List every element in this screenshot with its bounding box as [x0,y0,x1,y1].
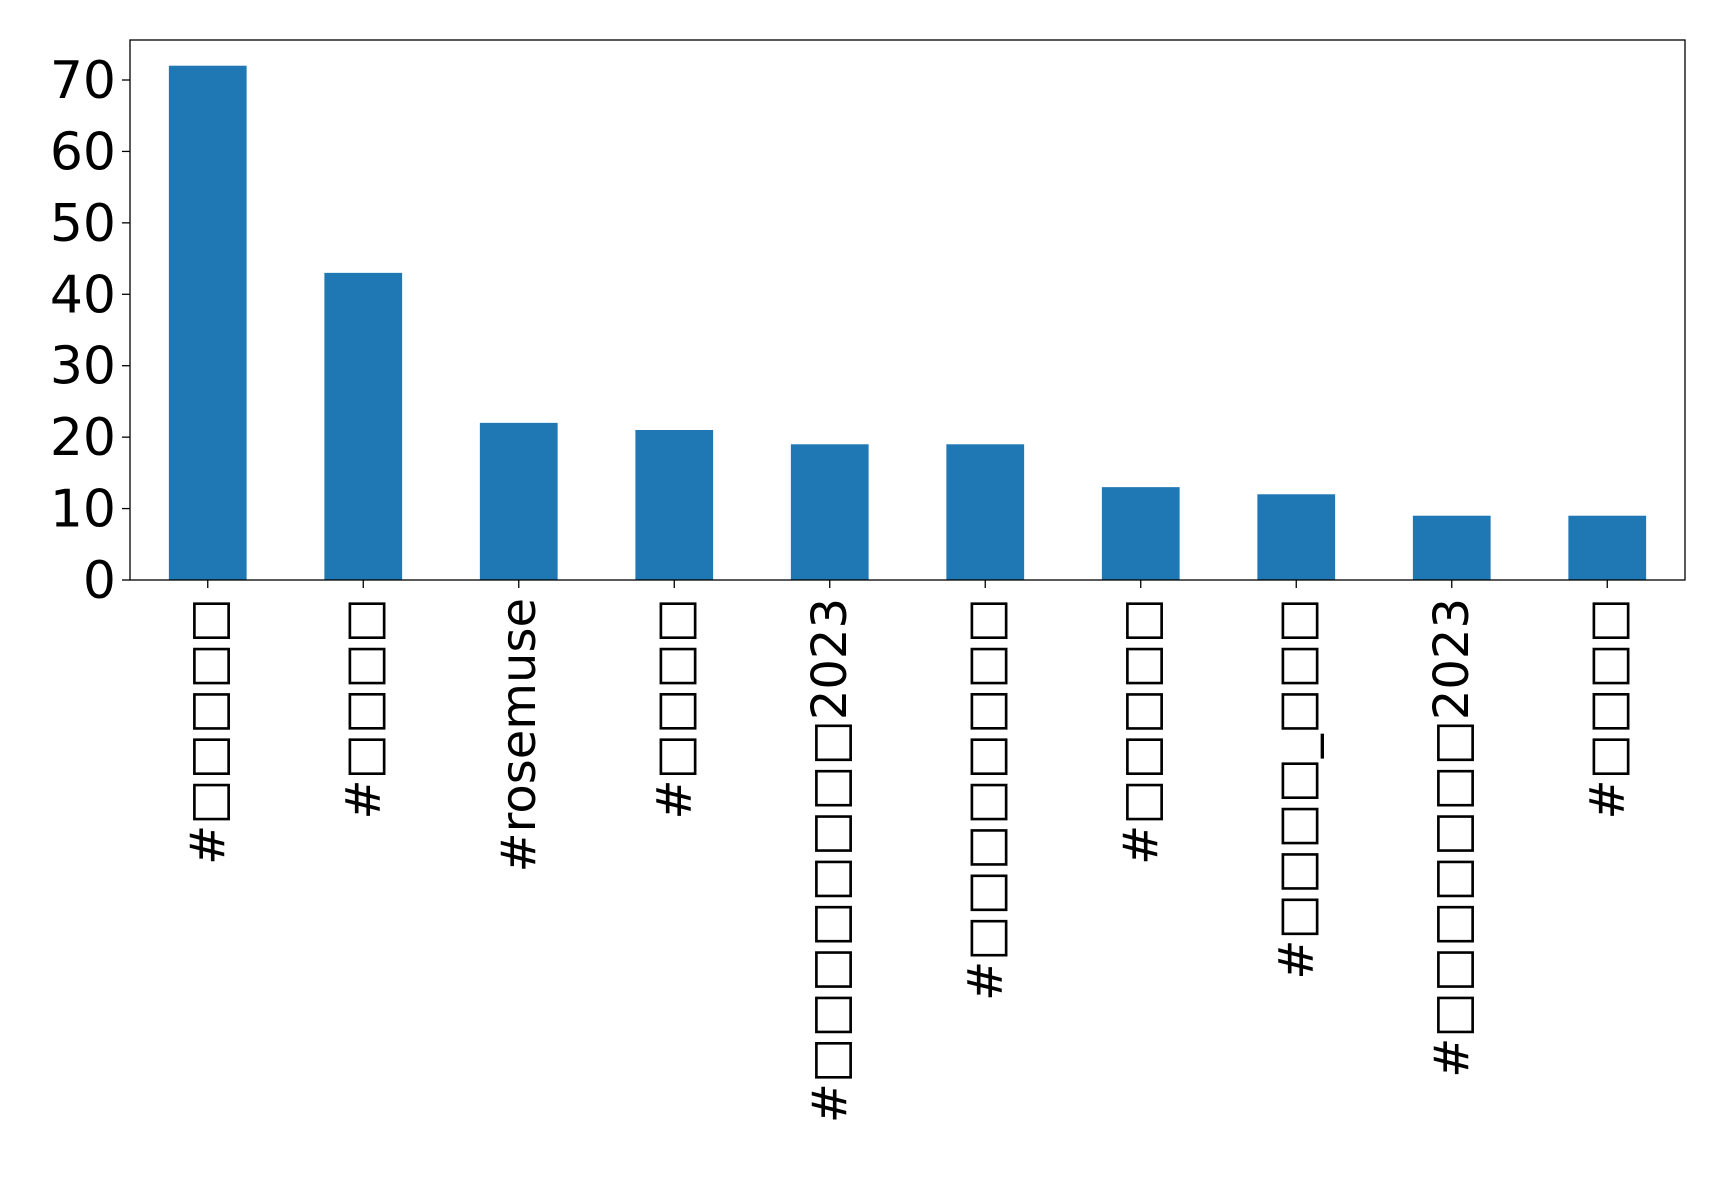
y-axis: 0 10 20 30 40 50 60 70 [50,51,130,611]
y-tick-label-0: 0 [83,551,116,611]
x-tick-label-3: #□□□□ [646,598,702,820]
bars-group [168,65,1647,580]
bar-9 [1568,515,1647,580]
y-tick-label-1: 10 [50,480,116,540]
x-tick-label-4: #□□□□□□□□2023 [802,598,858,1123]
bar-4 [790,444,869,580]
y-tick-label-4: 40 [50,265,116,325]
plot-frame [129,39,1686,581]
x-tick-label-0: #□□□□□ [180,598,236,865]
x-tick-label-2: #rosemuse [491,598,547,873]
bar-6 [1101,487,1180,580]
bar-0 [168,65,247,580]
x-tick-label-1: #□□□□ [335,598,391,820]
bar-3 [635,430,714,580]
bar-8 [1412,515,1491,580]
x-tick-label-6: #□□□□□ [1113,598,1169,865]
bar-5 [946,444,1025,580]
y-tick-label-3: 30 [50,337,116,397]
y-tick-label-6: 60 [50,122,116,182]
x-tick-label-7: #□□□□_□□□ [1268,598,1324,980]
bar-1 [324,272,403,580]
x-tick-label-5: #□□□□□□□□ [957,598,1013,1001]
x-tick-label-9: #□□□□ [1579,598,1635,820]
bar-2 [479,422,558,580]
y-tick-label-5: 50 [50,194,116,254]
x-axis: #□□□□□ #□□□□ #rosemuse #□□□□ #□□□□□□□□2023 #□… [180,580,1635,1123]
y-tick-label-2: 20 [50,408,116,468]
bar-7 [1257,494,1336,580]
x-tick-label-8: #□□□□□□□2023 [1424,598,1480,1078]
y-tick-label-7: 70 [50,51,116,111]
